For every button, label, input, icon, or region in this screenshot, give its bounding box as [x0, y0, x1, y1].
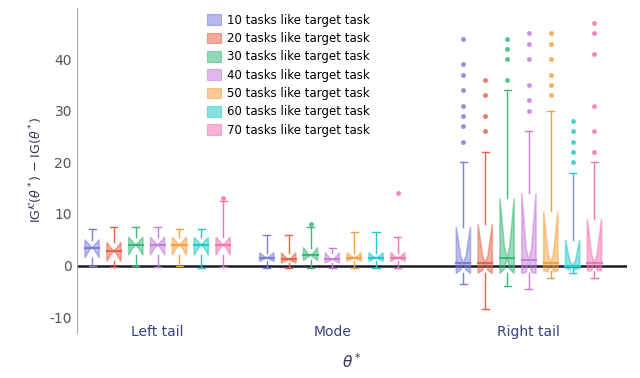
Polygon shape	[107, 242, 121, 262]
Polygon shape	[347, 253, 362, 262]
Y-axis label: IG$^\mathcal{K}$($\theta^*$) $-$ IG($\theta^*$): IG$^\mathcal{K}$($\theta^*$) $-$ IG($\th…	[28, 117, 45, 223]
Polygon shape	[194, 237, 209, 255]
Polygon shape	[456, 227, 470, 273]
Polygon shape	[478, 224, 492, 273]
Polygon shape	[85, 240, 99, 258]
Polygon shape	[150, 237, 164, 255]
Polygon shape	[260, 253, 274, 262]
Polygon shape	[325, 253, 339, 263]
Polygon shape	[303, 248, 317, 260]
Text: Left tail: Left tail	[131, 325, 184, 339]
Polygon shape	[500, 198, 514, 273]
Polygon shape	[369, 253, 383, 262]
Polygon shape	[129, 237, 143, 255]
Polygon shape	[543, 211, 558, 272]
Legend: 10 tasks like target task, 20 tasks like target task, 30 tasks like target task,: 10 tasks like target task, 20 tasks like…	[204, 10, 374, 140]
Text: Right tail: Right tail	[497, 325, 561, 339]
X-axis label: $\theta^*$: $\theta^*$	[342, 352, 362, 371]
Polygon shape	[588, 219, 602, 271]
Polygon shape	[522, 193, 536, 273]
Polygon shape	[172, 237, 186, 255]
Text: Mode: Mode	[314, 325, 351, 339]
Polygon shape	[216, 237, 230, 255]
Polygon shape	[566, 240, 580, 270]
Polygon shape	[391, 253, 405, 262]
Polygon shape	[282, 253, 296, 263]
